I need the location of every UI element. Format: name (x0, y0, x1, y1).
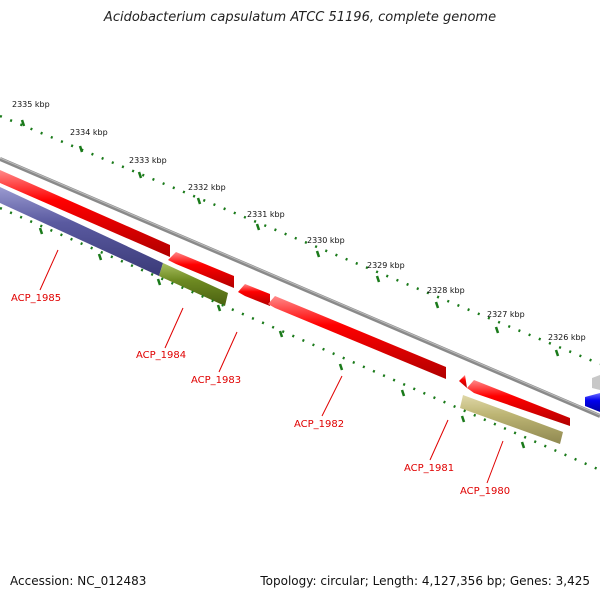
tick-2329 (375, 275, 381, 283)
forward-strand-genes (0, 170, 600, 426)
gene-feature-acp1985 (0, 187, 163, 276)
leader-acp1982 (321, 375, 343, 417)
tick-2327 (494, 326, 500, 334)
inner-scale (0, 206, 600, 472)
topology-summary: Topology: circular; Length: 4,127,356 bp… (260, 574, 590, 588)
genome-title: Acidobacterium capsulatum ATCC 51196, co… (103, 10, 497, 25)
tick-2328 (434, 301, 440, 309)
gene-feature-acp1980 (460, 395, 563, 444)
scale-label-2334: 2334 kbp (70, 128, 108, 137)
leader-acp1980 (486, 440, 504, 484)
scale-label-2328: 2328 kbp (427, 286, 465, 295)
genome-backbone-highlight (0, 157, 600, 416)
inner-tick-6 (338, 363, 344, 371)
outer-major-ticks (20, 119, 560, 357)
inner-major-ticks (38, 227, 526, 449)
accession-label: Accession: NC_012483 (10, 574, 147, 588)
inner-tick-1 (38, 227, 44, 235)
scale-label-2333: 2333 kbp (129, 156, 167, 165)
tick-2331 (255, 223, 261, 231)
reverse-strand-genes (0, 187, 563, 444)
gene-label-acp1983[interactable]: ACP_1983 (191, 375, 241, 386)
gene-label-acp1982[interactable]: ACP_1982 (294, 419, 344, 430)
scale-label-2332: 2332 kbp (188, 183, 226, 192)
scale-label-2326: 2326 kbp (548, 333, 586, 342)
genome-backbone (0, 157, 600, 418)
inner-tick-8 (460, 415, 466, 423)
gene-label-acp1985[interactable]: ACP_1985 (11, 293, 61, 304)
tick-2332 (196, 197, 202, 205)
inner-tick-7 (400, 389, 406, 397)
leader-acp1984 (164, 307, 184, 349)
inner-scale-dots (0, 206, 600, 472)
gene-feature-blue (585, 393, 600, 412)
gene-label-acp1984[interactable]: ACP_1984 (136, 350, 186, 361)
inner-tick-5 (278, 330, 284, 338)
gene-feature-red-1 (0, 170, 170, 257)
gene-label-acp1980[interactable]: ACP_1980 (460, 486, 510, 497)
tick-2330 (315, 250, 321, 258)
tick-2333 (137, 171, 143, 179)
gene-feature-red-5 (467, 380, 570, 426)
gene-feature-red-4 (268, 296, 446, 379)
gene-label-acp1981[interactable]: ACP_1981 (404, 463, 454, 474)
scale-label-2329: 2329 kbp (367, 261, 405, 270)
gene-feature-red-small (459, 375, 467, 388)
outer-scale: 2335 kbp 2334 kbp 2333 kbp 2332 kbp 2331… (0, 100, 600, 366)
gene-feature-acp1984 (159, 263, 228, 306)
gene-feature-red-2 (168, 252, 234, 288)
scale-label-2327: 2327 kbp (487, 310, 525, 319)
inner-tick-9 (520, 441, 526, 449)
scale-label-2335: 2335 kbp (12, 100, 50, 109)
scale-label-2330: 2330 kbp (307, 236, 345, 245)
tick-2326 (554, 349, 560, 357)
tick-2335 (20, 119, 26, 127)
leader-acp1985 (39, 249, 59, 291)
inner-tick-2 (97, 253, 103, 261)
gene-feature-gray (592, 375, 600, 390)
inner-tick-4 (216, 304, 222, 312)
leader-acp1983 (218, 331, 238, 373)
leader-acp1981 (429, 419, 449, 461)
inner-tick-3 (156, 278, 162, 286)
tick-2334 (78, 145, 84, 153)
scale-label-2331: 2331 kbp (247, 210, 285, 219)
gene-labels: ACP_1985 ACP_1984 ACP_1983 ACP_1982 ACP_… (11, 249, 510, 497)
gene-feature-red-3 (238, 284, 270, 306)
